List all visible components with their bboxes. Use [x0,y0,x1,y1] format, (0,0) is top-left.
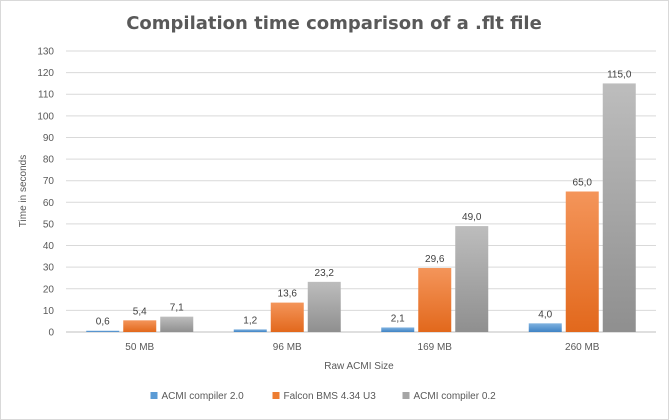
data-label: 65,0 [573,178,593,189]
bars [86,83,636,332]
data-label: 4,0 [538,309,552,320]
data-label: 2,1 [391,313,405,324]
bar [418,268,452,332]
chart-title: Compilation time comparison of a .flt fi… [126,13,542,34]
legend-entry: ACMI compiler 0.2 [414,391,497,402]
y-tick-label: 0 [48,328,54,339]
y-tick-label: 100 [37,111,54,122]
y-tick-label: 130 [37,47,54,58]
y-tick-label: 30 [43,263,55,274]
bar [123,320,157,332]
legend-entry: Falcon BMS 4.34 U3 [284,391,377,402]
y-tick-label: 40 [43,241,55,252]
y-tick-label: 110 [38,90,54,101]
data-labels: 0,6 5,4 7,1 1,2 13,6 23,2 2,1 29,6 49,0 4,0 65,0 11… [96,69,632,327]
data-label: 23,2 [315,268,335,279]
y-axis-title: Time in seconds [18,155,29,227]
bar [233,329,267,332]
y-tick-label: 70 [43,176,55,187]
gridlines [66,50,656,333]
bar [565,191,599,332]
x-tick-label: 260 MB [565,342,600,353]
legend-swatch [402,392,410,399]
data-label: 5,4 [133,306,147,317]
y-tick-label: 60 [43,198,55,209]
y-axis-ticks: 0 10 20 30 40 50 60 70 80 90 100 110 120 130 [37,47,54,339]
bar [528,323,562,332]
bar [160,316,194,332]
data-label: 29,6 [425,254,445,265]
bar [455,226,489,332]
y-tick-label: 80 [43,155,55,166]
x-axis-ticks: 50 MB 96 MB 169 MB 260 MB [125,342,600,353]
y-tick-label: 120 [37,68,54,79]
x-axis-title: Raw ACMI Size [324,361,394,372]
data-label: 7,1 [170,303,184,314]
x-tick-label: 169 MB [418,342,453,353]
bar [270,302,304,332]
data-label: 13,6 [278,289,298,300]
data-label: 115,0 [607,69,632,80]
y-tick-label: 10 [43,306,55,317]
x-tick-label: 96 MB [273,342,302,353]
bar [307,281,341,332]
legend: ACMI compiler 2.0 Falcon BMS 4.34 U3 ACMI … [150,391,497,402]
data-label: 0,6 [96,317,110,328]
y-tick-label: 50 [43,219,55,230]
y-tick-label: 90 [43,133,55,144]
bar [602,83,636,332]
x-tick-label: 50 MB [125,342,154,353]
data-label: 1,2 [243,315,257,326]
data-label: 49,0 [462,212,482,223]
bar [381,327,415,332]
bar [86,330,120,332]
legend-swatch [272,392,280,399]
legend-swatch [150,392,158,399]
y-tick-label: 20 [43,284,55,295]
legend-entry: ACMI compiler 2.0 [162,391,245,402]
